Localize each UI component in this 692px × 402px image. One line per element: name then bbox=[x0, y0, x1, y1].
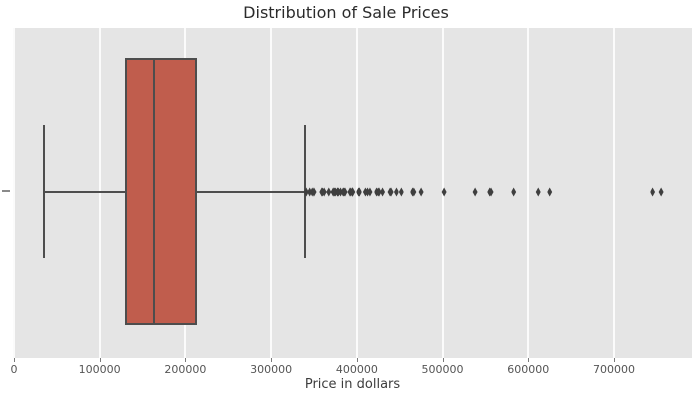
x-tick-label: 600000 bbox=[507, 363, 550, 376]
iqr-box bbox=[125, 58, 198, 325]
plot-area bbox=[13, 28, 692, 358]
x-tick-label: 0 bbox=[10, 363, 18, 376]
outlier-diamond bbox=[307, 187, 313, 197]
x-tick-label: 300000 bbox=[250, 363, 293, 376]
outlier-diamond bbox=[388, 187, 394, 197]
x-tick-mark bbox=[271, 358, 273, 362]
x-tick-label: 400000 bbox=[335, 363, 378, 376]
outlier-diamond bbox=[380, 187, 386, 197]
y-axis-tick-mark bbox=[2, 190, 10, 192]
outlier-diamond bbox=[511, 187, 517, 197]
whisker-cap-low bbox=[42, 125, 45, 258]
outlier-diamond bbox=[321, 187, 327, 197]
outlier-diamond bbox=[658, 187, 664, 197]
x-tick-mark bbox=[185, 358, 187, 362]
x-tick-label: 200000 bbox=[164, 363, 207, 376]
x-tick-mark bbox=[442, 358, 444, 362]
outlier-diamond bbox=[326, 187, 332, 197]
outlier-diamond bbox=[418, 187, 424, 197]
outlier-diamond bbox=[342, 187, 348, 197]
outlier-diamond bbox=[393, 187, 399, 197]
x-tick-mark bbox=[13, 358, 15, 362]
outlier-diamond bbox=[338, 187, 344, 197]
x-axis-label: Price in dollars bbox=[304, 377, 401, 392]
outlier-diamond bbox=[472, 187, 478, 197]
gridline bbox=[527, 28, 530, 358]
x-tick-label: 700000 bbox=[592, 363, 635, 376]
gridline bbox=[98, 28, 101, 358]
outlier-diamond bbox=[376, 187, 382, 197]
median-line bbox=[152, 58, 155, 325]
x-tick-label: 500000 bbox=[421, 363, 464, 376]
outlier-diamond bbox=[441, 187, 447, 197]
outlier-diamond bbox=[535, 187, 541, 197]
whisker-left bbox=[43, 191, 126, 193]
outlier-diamond bbox=[488, 187, 494, 197]
gridline bbox=[270, 28, 273, 358]
gridline bbox=[612, 28, 615, 358]
x-tick-mark bbox=[356, 358, 358, 362]
outlier-diamond bbox=[650, 187, 656, 197]
gridline bbox=[13, 28, 15, 358]
x-tick-mark bbox=[613, 358, 615, 362]
outlier-diamond bbox=[311, 187, 317, 197]
x-tick-mark bbox=[528, 358, 530, 362]
x-tick-label: 100000 bbox=[78, 363, 121, 376]
x-tick-mark bbox=[99, 358, 101, 362]
whisker-right bbox=[197, 191, 306, 193]
outlier-diamond bbox=[411, 187, 417, 197]
outlier-diamond bbox=[350, 187, 356, 197]
outlier-diamond bbox=[303, 187, 309, 197]
outlier-diamond bbox=[547, 187, 553, 197]
outlier-diamond bbox=[356, 187, 362, 197]
chart-title: Distribution of Sale Prices bbox=[243, 3, 449, 22]
outlier-diamond bbox=[367, 187, 373, 197]
outlier-diamond bbox=[398, 187, 404, 197]
